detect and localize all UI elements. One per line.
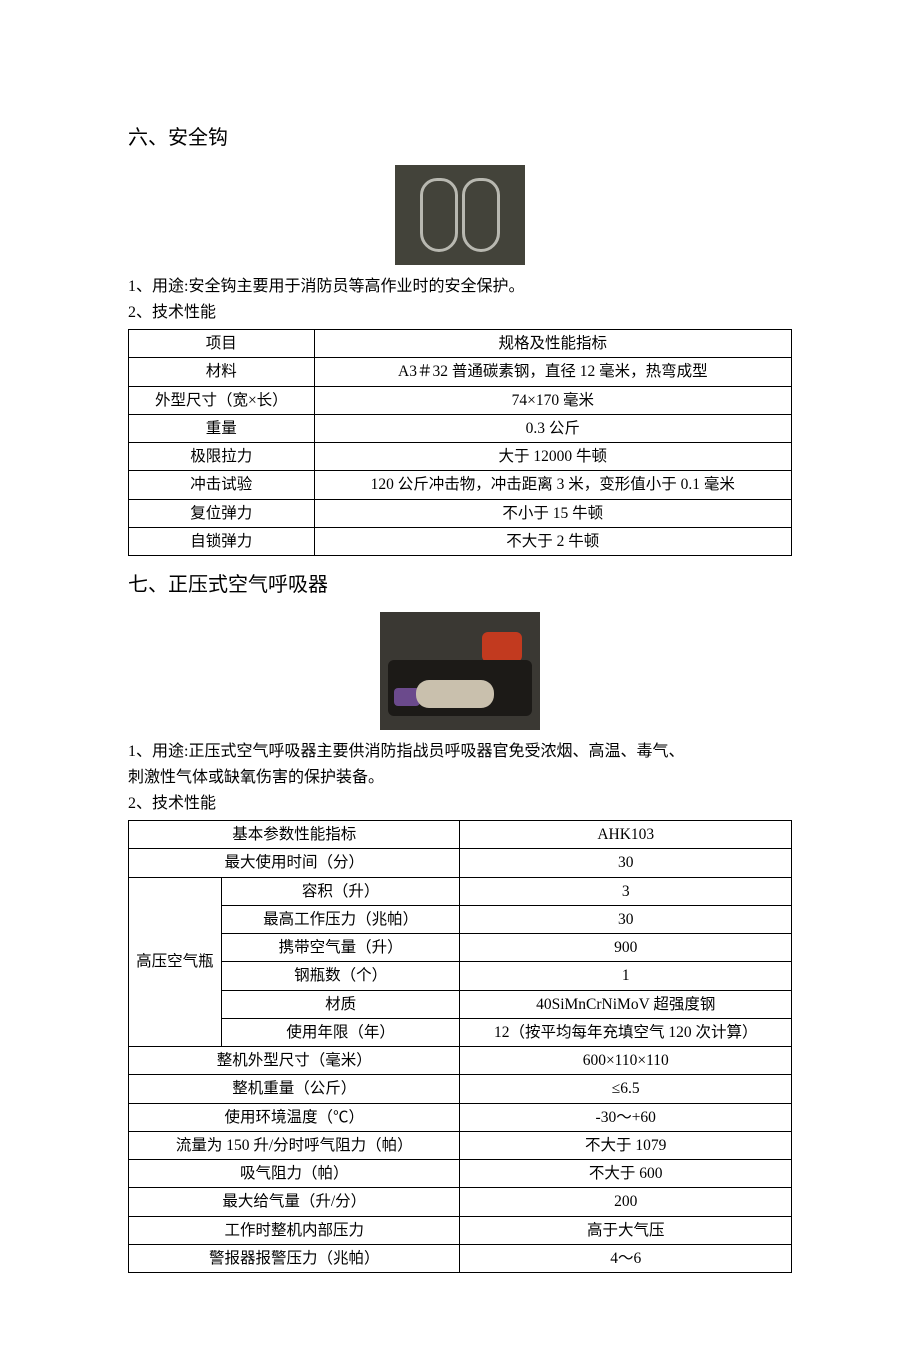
table-header-cell: 项目 [129, 330, 315, 358]
table-cell: 整机外型尺寸（毫米） [129, 1047, 460, 1075]
table-row: 复位弹力不小于 15 牛顿 [129, 499, 792, 527]
table-cell: 工作时整机内部压力 [129, 1216, 460, 1244]
table-row: 自锁弹力不大于 2 牛顿 [129, 527, 792, 555]
table-row: 携带空气量（升）900 [129, 934, 792, 962]
table-cell: 极限拉力 [129, 443, 315, 471]
table-cell: 使用环境温度（℃） [129, 1103, 460, 1131]
table-row: 警报器报警压力（兆帕）4～6 [129, 1244, 792, 1272]
table-row: 基本参数性能指标 AHK103 [129, 821, 792, 849]
table-cell: 冲击试验 [129, 471, 315, 499]
section7-usage-line1: 1、用途:正压式空气呼吸器主要供消防指战员呼吸器官免受浓烟、高温、毒气、 [128, 740, 792, 764]
section6-tech-label: 2、技术性能 [128, 301, 792, 325]
table-cell: 0.3 公斤 [314, 414, 791, 442]
table-cell: 900 [460, 934, 792, 962]
table-cell: 材料 [129, 358, 315, 386]
table-cell: 流量为 150 升/分时呼气阻力（帕） [129, 1131, 460, 1159]
table-cell: 600×110×110 [460, 1047, 792, 1075]
table-cell: 高于大气压 [460, 1216, 792, 1244]
table-cell: AHK103 [460, 821, 792, 849]
table-cell: 30 [460, 849, 792, 877]
table-cell: 最大使用时间（分） [129, 849, 460, 877]
table-row: 高压空气瓶 容积（升） 3 [129, 877, 792, 905]
section7-image-row [128, 612, 792, 730]
table-cell: 外型尺寸（宽×长） [129, 386, 315, 414]
table-row: 冲击试验120 公斤冲击物，冲击距离 3 米，变形值小于 0.1 毫米 [129, 471, 792, 499]
table-cell: 材质 [221, 990, 460, 1018]
table-cell: 120 公斤冲击物，冲击距离 3 米，变形值小于 0.1 毫米 [314, 471, 791, 499]
table-cell: 基本参数性能指标 [129, 821, 460, 849]
table-cell: 不大于 2 牛顿 [314, 527, 791, 555]
table-row: 钢瓶数（个）1 [129, 962, 792, 990]
table-cell: 最大给气量（升/分） [129, 1188, 460, 1216]
table-row: 使用年限（年）12（按平均每年充填空气 120 次计算） [129, 1018, 792, 1046]
table-cell: -30～+60 [460, 1103, 792, 1131]
table-cell-merged: 高压空气瓶 [129, 877, 222, 1047]
table-row: 外型尺寸（宽×长）74×170 毫米 [129, 386, 792, 414]
table-cell: 1 [460, 962, 792, 990]
table-cell: 3 [460, 877, 792, 905]
cylinder-icon [416, 680, 494, 708]
table-cell: 复位弹力 [129, 499, 315, 527]
section6-heading: 六、安全钩 [128, 123, 792, 153]
table-row: 重量0.3 公斤 [129, 414, 792, 442]
table-row: 材质40SiMnCrNiMoV 超强度钢 [129, 990, 792, 1018]
table-row: 最大使用时间（分） 30 [129, 849, 792, 877]
table-row: 整机外型尺寸（毫米）600×110×110 [129, 1047, 792, 1075]
respirator-photo [380, 612, 540, 730]
section6-image-row [128, 165, 792, 265]
section7-table: 基本参数性能指标 AHK103 最大使用时间（分） 30 高压空气瓶 容积（升）… [128, 820, 792, 1273]
table-cell: 74×170 毫米 [314, 386, 791, 414]
table-cell: 整机重量（公斤） [129, 1075, 460, 1103]
section6-usage: 1、用途:安全钩主要用于消防员等高作业时的安全保护。 [128, 275, 792, 299]
table-row: 整机重量（公斤）≤6.5 [129, 1075, 792, 1103]
table-cell: ≤6.5 [460, 1075, 792, 1103]
table-cell: 钢瓶数（个） [221, 962, 460, 990]
table-cell: 30 [460, 905, 792, 933]
table-cell: 容积（升） [221, 877, 460, 905]
table-cell: 重量 [129, 414, 315, 442]
safety-hook-photo [395, 165, 525, 265]
table-row: 最大给气量（升/分）200 [129, 1188, 792, 1216]
table-cell: 使用年限（年） [221, 1018, 460, 1046]
table-cell: 吸气阻力（帕） [129, 1160, 460, 1188]
table-cell: A3＃32 普通碳素钢，直径 12 毫米，热弯成型 [314, 358, 791, 386]
hook-icon [462, 178, 500, 252]
table-cell: 大于 12000 牛顿 [314, 443, 791, 471]
table-row: 材料A3＃32 普通碳素钢，直径 12 毫米，热弯成型 [129, 358, 792, 386]
section6-table: 项目 规格及性能指标 材料A3＃32 普通碳素钢，直径 12 毫米，热弯成型 外… [128, 329, 792, 556]
table-row: 使用环境温度（℃）-30～+60 [129, 1103, 792, 1131]
section7-usage-line2: 刺激性气体或缺氧伤害的保护装备。 [128, 766, 792, 790]
table-row: 项目 规格及性能指标 [129, 330, 792, 358]
table-cell: 40SiMnCrNiMoV 超强度钢 [460, 990, 792, 1018]
table-header-cell: 规格及性能指标 [314, 330, 791, 358]
table-cell: 自锁弹力 [129, 527, 315, 555]
table-cell: 200 [460, 1188, 792, 1216]
table-cell: 携带空气量（升） [221, 934, 460, 962]
hook-icon [420, 178, 458, 252]
table-cell: 不大于 600 [460, 1160, 792, 1188]
table-row: 最高工作压力（兆帕）30 [129, 905, 792, 933]
table-row: 工作时整机内部压力高于大气压 [129, 1216, 792, 1244]
table-row: 吸气阻力（帕）不大于 600 [129, 1160, 792, 1188]
section7-tech-label: 2、技术性能 [128, 792, 792, 816]
table-cell: 12（按平均每年充填空气 120 次计算） [460, 1018, 792, 1046]
table-cell: 不大于 1079 [460, 1131, 792, 1159]
table-row: 极限拉力大于 12000 牛顿 [129, 443, 792, 471]
table-cell: 不小于 15 牛顿 [314, 499, 791, 527]
table-cell: 4～6 [460, 1244, 792, 1272]
section7-heading: 七、正压式空气呼吸器 [128, 570, 792, 600]
table-row: 流量为 150 升/分时呼气阻力（帕）不大于 1079 [129, 1131, 792, 1159]
red-bag-icon [482, 632, 522, 662]
table-cell: 警报器报警压力（兆帕） [129, 1244, 460, 1272]
table-cell: 最高工作压力（兆帕） [221, 905, 460, 933]
